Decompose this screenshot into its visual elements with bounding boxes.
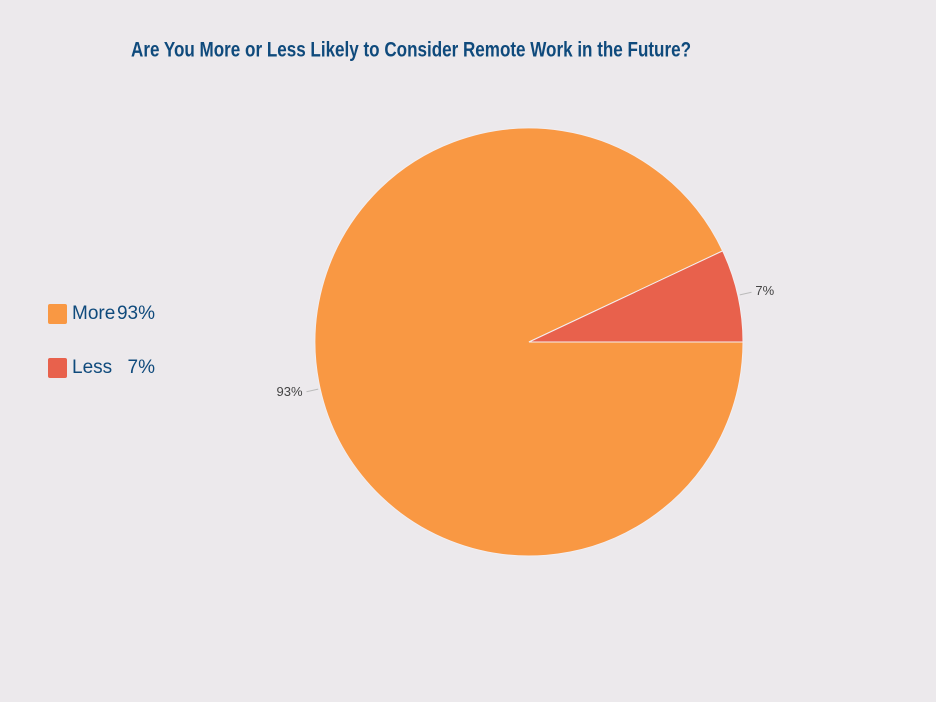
chart-title: Are You More or Less Likely to Consider … <box>131 39 691 62</box>
label-leader <box>739 291 752 296</box>
legend-swatch <box>48 304 67 324</box>
legend-swatch <box>48 358 67 378</box>
label-leader <box>306 388 319 393</box>
legend-label: Less <box>72 357 112 378</box>
legend-value: 7% <box>128 357 156 378</box>
legend-value: 93% <box>117 303 155 324</box>
slice-label: 7% <box>755 283 774 298</box>
pie-slice <box>528 250 744 343</box>
legend-label: More <box>72 303 115 324</box>
slice-label: 93% <box>277 384 303 399</box>
